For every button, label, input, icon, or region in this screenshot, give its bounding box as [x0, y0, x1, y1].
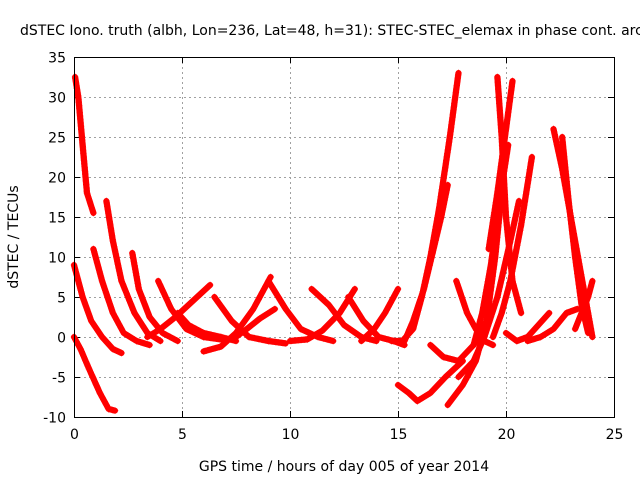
x-tick-label: 10 — [282, 427, 300, 443]
data-point-marker — [584, 329, 592, 337]
data-point-marker — [505, 141, 512, 149]
data-point-marker — [330, 337, 337, 345]
data-series-arc-24 — [485, 77, 516, 253]
data-series-arc-28 — [494, 73, 525, 317]
data-point-marker — [206, 281, 214, 289]
data-point-marker — [589, 277, 596, 285]
y-tick-label: 10 — [48, 251, 66, 267]
data-point-marker — [137, 289, 144, 297]
data-point-marker — [571, 325, 579, 333]
data-series-arc-06 — [129, 249, 181, 345]
series-band — [388, 70, 462, 344]
x-tick-label: 20 — [498, 427, 516, 443]
data-point-marker — [90, 209, 97, 217]
data-series-arc-26 — [489, 153, 536, 341]
y-tick-label: 20 — [48, 171, 66, 187]
x-tick-label: 5 — [178, 427, 187, 443]
y-tick-label: -10 — [43, 411, 66, 427]
data-point-marker — [577, 312, 584, 319]
data-series-arc-29 — [502, 309, 553, 345]
data-point-marker — [546, 309, 553, 317]
y-tick-label: -5 — [52, 371, 66, 387]
data-point-marker — [394, 285, 402, 293]
x-axis-label: GPS time / hours of day 005 of year 2014 — [199, 459, 489, 475]
data-point-marker — [270, 306, 277, 313]
data-series-arc-19 — [401, 181, 451, 345]
data-point-marker — [174, 337, 181, 345]
plot-frame — [74, 57, 615, 418]
axis-ticks: 0 5 10 15 20 25 -10 -5 0 5 10 15 20 25 30 35 — [43, 51, 623, 444]
data-series-arc-04 — [90, 245, 153, 349]
data-point-marker — [394, 287, 401, 294]
data-series-arc-33 — [571, 277, 596, 333]
data-series-arc-12 — [232, 305, 279, 341]
data-point-marker — [488, 341, 495, 348]
data-point-marker — [156, 337, 163, 344]
data-point-marker — [282, 340, 289, 347]
x-tick-label: 0 — [70, 427, 79, 443]
data-series-arc-30 — [524, 305, 581, 345]
data-point-marker — [580, 305, 587, 313]
data-point-marker — [271, 305, 279, 313]
x-tick-label: 25 — [606, 427, 624, 443]
data-series-arc-01 — [70, 333, 119, 414]
data-point-marker — [509, 77, 516, 85]
data-point-marker — [117, 349, 124, 356]
y-tick-label: 35 — [48, 51, 66, 67]
data-point-marker — [157, 337, 164, 345]
chart-title: dSTEC Iono. truth (albh, Lon=236, Lat=48… — [20, 23, 640, 39]
y-tick-label: 30 — [48, 91, 66, 107]
data-point-marker — [589, 333, 596, 341]
data-series-arc-18 — [388, 69, 462, 345]
data-point-marker — [455, 69, 462, 77]
data-series-arc-08 — [155, 277, 225, 343]
grid — [74, 57, 614, 417]
y-tick-label: 5 — [57, 291, 66, 307]
data-point-marker — [515, 197, 523, 205]
data-point-marker — [350, 287, 358, 294]
data-point-marker — [545, 310, 552, 318]
data-point-marker — [351, 285, 358, 293]
data-series-arc-27 — [453, 277, 497, 349]
data-point-marker — [140, 299, 148, 306]
y-tick-label: 15 — [48, 211, 66, 227]
data-series-arc-02 — [71, 73, 97, 217]
data-point-marker — [118, 349, 125, 357]
data-series-arc-13 — [265, 277, 337, 345]
data-point-marker — [111, 407, 119, 414]
y-axis-label: dSTEC / TECUs — [6, 185, 22, 288]
data-series-arc-17 — [358, 285, 402, 345]
data-point-marker — [528, 153, 536, 161]
data-point-marker — [173, 337, 180, 344]
data-point-marker — [444, 181, 451, 189]
data-point-marker — [146, 341, 153, 349]
data-series-arc-14 — [286, 285, 358, 345]
data-point-marker — [205, 282, 213, 290]
y-tick-label: 25 — [48, 131, 66, 147]
x-tick-label: 15 — [390, 427, 408, 443]
data-point-marker — [573, 321, 580, 329]
data-point-marker — [489, 341, 497, 349]
y-tick-label: 0 — [57, 331, 66, 347]
data-point-marker — [517, 309, 525, 317]
data-series-arc-20 — [394, 357, 466, 405]
plot-area — [70, 69, 596, 414]
data-point-marker — [581, 301, 588, 309]
data-series-arc-11 — [211, 293, 289, 347]
data-point-marker — [578, 308, 586, 315]
